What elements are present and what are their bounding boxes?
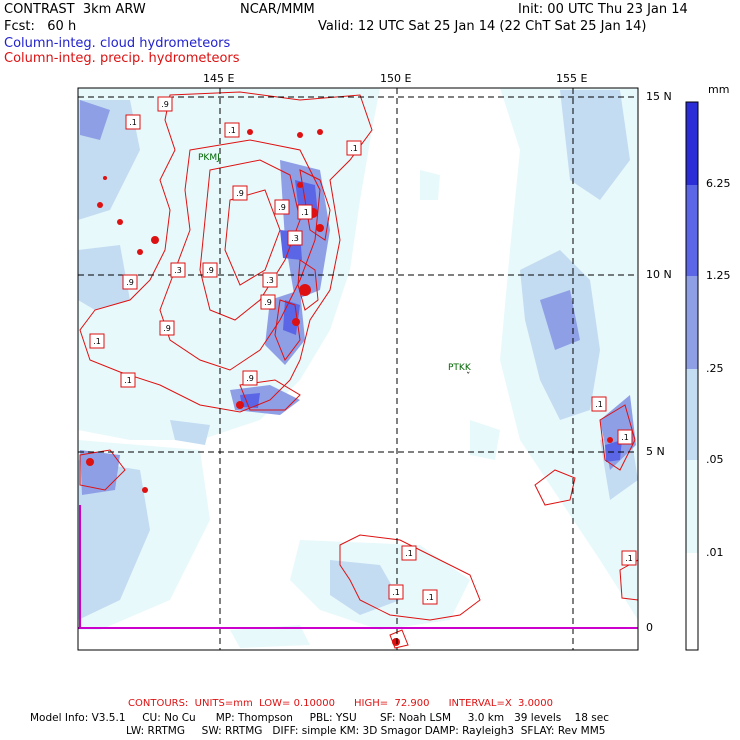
- contour-label-box: [125, 114, 141, 130]
- contour-label: .1: [621, 433, 629, 442]
- lat-label-0: 0: [646, 621, 653, 634]
- precip-cores: [86, 129, 613, 646]
- contour-label-box: [621, 550, 637, 566]
- contour-label: .9: [264, 298, 272, 307]
- contour-label-box: [401, 545, 417, 561]
- legend-unit: mm: [708, 83, 730, 96]
- legend-label-.25: .25: [706, 362, 724, 375]
- lat-label-15n: 15 N: [646, 90, 672, 103]
- contour-label: .9: [163, 324, 171, 333]
- contour-label-box: [157, 96, 173, 112]
- legend-label-.05: .05: [706, 453, 724, 466]
- valid-time: Valid: 12 UTC Sat 25 Jan 14 (22 ChT Sat …: [318, 19, 647, 34]
- init-time: Init: 00 UTC Thu 23 Jan 14: [518, 2, 688, 17]
- contour-label-box: [297, 204, 313, 220]
- lon-label-150: 150 E: [380, 72, 412, 85]
- legend-label-1.25: 1.25: [706, 269, 731, 282]
- model-title: CONTRAST 3km ARW: [4, 2, 146, 17]
- contour-label: .1: [228, 126, 236, 135]
- legend-swatch-zero: [686, 553, 698, 650]
- contour-label: .1: [625, 554, 633, 563]
- contour-label: .1: [93, 337, 101, 346]
- field-precip-label: Column-integ. precip. hydrometeors: [4, 51, 240, 66]
- contour-label-box: [120, 372, 136, 388]
- legend-swatch-.05: [686, 369, 698, 460]
- contour-label-box: [122, 274, 138, 290]
- plot-frame: [77, 87, 639, 651]
- model-info-line2: LW: RRTMG SW: RRTMG DIFF: simple KM: 3D …: [126, 725, 606, 737]
- contour-label: .9: [246, 374, 254, 383]
- contour-label: .9: [126, 278, 134, 287]
- contour-label-box: [89, 333, 105, 349]
- contour-label-box: [262, 272, 278, 288]
- contour-label-box: [260, 294, 276, 310]
- contour-label: .3: [266, 276, 274, 285]
- contour-label: .1: [350, 144, 358, 153]
- contour-label: .1: [426, 593, 434, 602]
- legend-swatch-.01: [686, 460, 698, 553]
- contour-label: .9: [278, 203, 286, 212]
- contour-label-box: [224, 122, 240, 138]
- legend-frame: [685, 101, 699, 651]
- lon-label-155: 155 E: [556, 72, 588, 85]
- station-marker: ˇ: [466, 371, 471, 382]
- contour-label: .1: [129, 118, 137, 127]
- contour-label: .9: [206, 266, 214, 275]
- contour-label-box: [591, 396, 607, 412]
- lat-label-5n: 5 N: [646, 445, 665, 458]
- contour-label: .3: [291, 234, 299, 243]
- contour-info: CONTOURS: UNITS=mm LOW= 0.10000 HIGH= 72…: [128, 698, 554, 709]
- contour-label-box: [242, 370, 258, 386]
- model-info-line1: Model Info: V3.5.1 CU: No Cu MP: Thompso…: [30, 712, 609, 724]
- legend-colorbar: [685, 101, 699, 651]
- legend-swatch-6.25: [686, 102, 698, 185]
- field-cloud-label: Column-integ. cloud hydrometeors: [4, 36, 231, 51]
- legend-swatch-.25: [686, 276, 698, 369]
- lat-label-10n: 10 N: [646, 268, 672, 281]
- legend-label-.01: .01: [706, 546, 724, 559]
- station-pkmj: PKMJ: [198, 153, 220, 163]
- contour-label-box: [617, 429, 633, 445]
- contour-label-box: [232, 185, 248, 201]
- contour-label-box: [388, 584, 404, 600]
- org-label: NCAR/MMM: [240, 2, 315, 17]
- contour-label: .3: [174, 266, 182, 275]
- contour-label-box: [159, 320, 175, 336]
- contour-label: .1: [595, 400, 603, 409]
- contour-label: .1: [392, 588, 400, 597]
- lon-label-145: 145 E: [203, 72, 235, 85]
- contour-labels: .9 .1 .1 .1 .9 .3 .9 .9 .3 .3 .9 .9 .1 .9 .1 .9 .1 .1 .1 .1…: [89, 96, 637, 605]
- contour-label: .9: [161, 100, 169, 109]
- contour-label: .1: [124, 376, 132, 385]
- contour-label-box: [274, 199, 290, 215]
- station-ptkk: PTKK: [448, 363, 472, 373]
- contour-label-box: [202, 262, 218, 278]
- contour-label-box: [287, 230, 303, 246]
- contour-label: .1: [405, 549, 413, 558]
- contour-label: .1: [301, 208, 309, 217]
- contour-label-box: [422, 589, 438, 605]
- legend-label-6.25: 6.25: [706, 177, 731, 190]
- contour-label-box: [346, 140, 362, 156]
- forecast-hour: Fcst: 60 h: [4, 19, 77, 34]
- contour-label-box: [170, 262, 186, 278]
- contour-label: .9: [236, 189, 244, 198]
- legend-swatch-1.25: [686, 185, 698, 276]
